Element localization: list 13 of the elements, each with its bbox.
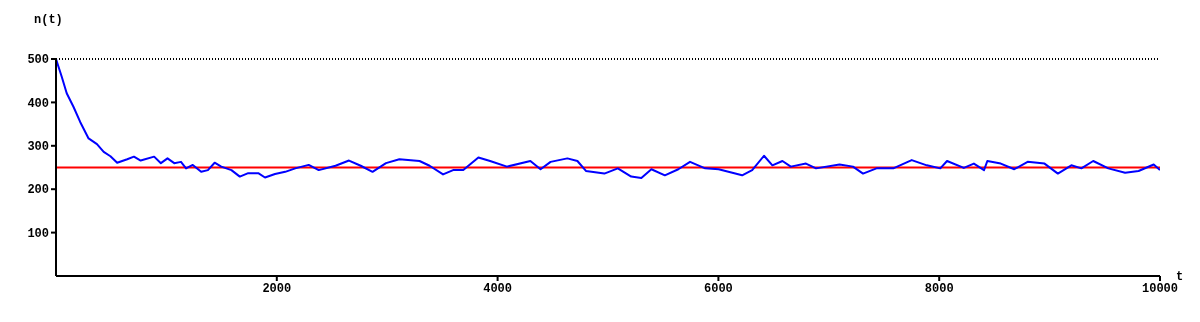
x-tick-label: 8000 [924,281,954,296]
y-tick-label: 300 [27,140,49,155]
y-tick-label: 200 [27,183,49,198]
x-tick-label: 4000 [483,281,513,296]
y-tick-label: 100 [27,226,49,241]
x-axis-title: t [1176,270,1184,284]
line-series [56,59,1160,179]
y-tick-label: 500 [27,53,49,68]
y-axis-title: n(t) [34,13,63,27]
y-tick-label: 400 [27,96,49,111]
x-tick-label: 6000 [703,281,733,296]
x-tick-label: 10000 [1141,281,1179,296]
x-tick-label: 2000 [262,281,292,296]
